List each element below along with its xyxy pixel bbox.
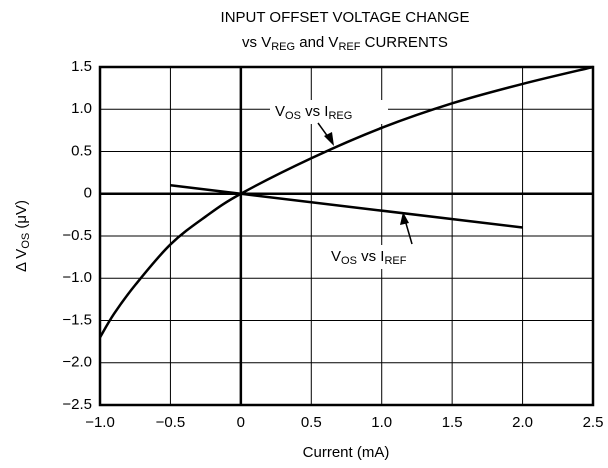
lines [98,65,594,339]
x-tick-label: −0.5 [156,414,186,431]
series-label: VOS vs IREG [275,103,352,122]
y-tick-label: 1.5 [71,58,92,75]
label-bg [326,245,446,269]
subscript: OS [285,110,301,122]
subscript: OS [341,255,357,267]
y-tick-label: −2.5 [62,396,92,413]
x-tick-label: 1.0 [371,414,392,431]
y-tick-label: −2.0 [62,354,92,371]
series-line [98,65,594,339]
chart-title: INPUT OFFSET VOLTAGE CHANGE [221,9,470,26]
annotations [270,100,446,269]
text-part: V [275,103,285,120]
x-tick-label: −1.0 [85,414,115,431]
text-part: V [331,248,341,265]
text-part: vs V [242,34,271,51]
x-tick-label: 2.0 [512,414,533,431]
subscript: REF [384,255,406,267]
y-tick-label: 1.0 [71,100,92,117]
x-tick-label: 2.5 [583,414,604,431]
chart-subtitle: vs VREG and VREF CURRENTS [242,34,448,53]
y-tick-label: −1.5 [62,311,92,328]
arrow-head [324,132,334,146]
arrow [404,219,413,245]
text-part: CURRENTS [360,34,448,51]
text-part: vs I [301,103,329,120]
x-axis-label: Current (mA) [303,444,390,461]
y-axis-label: Δ VOS (μV) [13,200,32,272]
y-tick-label: −1.0 [62,269,92,286]
x-tick-label: 0 [237,414,245,431]
series-label: VOS vs IREF [331,248,407,267]
arrow-head [400,212,409,225]
y-tick-label: −0.5 [62,227,92,244]
x-tick-label: 1.5 [442,414,463,431]
subscript: REG [328,110,352,122]
text-part: vs I [357,248,385,265]
subscript: REF [338,41,360,53]
plot-frame [98,65,595,407]
text-part: and V [295,34,338,51]
y-tick-label: 0.5 [71,142,92,159]
subscript: OS [20,233,32,249]
text-part: Δ V [13,249,30,272]
subscript: REG [271,41,295,53]
label-bg [270,100,388,124]
text-part: (μV) [13,200,30,233]
x-tick-label: 0.5 [301,414,322,431]
series-line [170,184,523,229]
y-tick-label: 0 [84,185,92,202]
